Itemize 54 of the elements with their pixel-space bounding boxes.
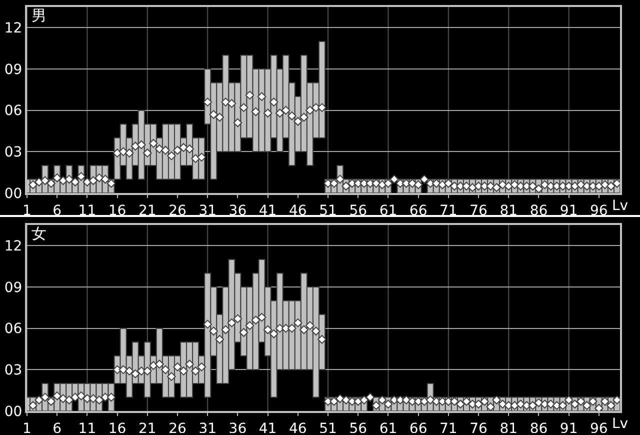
x-tick-label: 6 xyxy=(52,202,62,219)
y-tick-label: 12 xyxy=(4,20,22,37)
x-tick-label: 66 xyxy=(409,202,428,219)
x-tick-label: 66 xyxy=(409,420,428,435)
x-tick-label: 81 xyxy=(500,420,518,435)
x-tick-label: 21 xyxy=(138,202,156,219)
y-tick-label: 06 xyxy=(4,103,22,120)
y-tick-label: 00 xyxy=(4,186,22,202)
y-tick-label: 00 xyxy=(4,404,22,420)
x-tick-label: 71 xyxy=(440,420,458,435)
x-tick-label: 36 xyxy=(228,420,247,435)
x-tick-label: 96 xyxy=(590,202,608,219)
x-tick-label: 31 xyxy=(198,202,217,219)
x-tick-label: 41 xyxy=(258,202,277,219)
x-tick-label: 61 xyxy=(379,202,398,219)
x-tick-label: 11 xyxy=(78,420,96,435)
x-tick-label: 1 xyxy=(22,420,32,435)
x-tick-label: 86 xyxy=(530,202,548,219)
x-tick-label: 81 xyxy=(500,202,518,219)
x-tick-label: 6 xyxy=(52,420,62,435)
x-tick-label: 41 xyxy=(258,420,277,435)
x-tick-label: 26 xyxy=(168,202,187,219)
x-tick-label: 31 xyxy=(198,420,217,435)
x-tick-label: 26 xyxy=(168,420,187,435)
x-tick-label: 11 xyxy=(78,202,96,219)
y-tick-label: 06 xyxy=(4,321,22,338)
x-tick-label: 51 xyxy=(319,420,337,435)
x-tick-label: 21 xyxy=(138,420,156,435)
x-tick-label: 46 xyxy=(288,202,307,219)
y-tick-label: 03 xyxy=(4,362,22,379)
y-tick-label: 09 xyxy=(4,62,22,78)
x-tick-label: 56 xyxy=(349,202,368,219)
x-tick-label: 71 xyxy=(440,202,458,219)
x-tick-label: 61 xyxy=(379,420,398,435)
chart-title: 女 xyxy=(32,224,47,242)
x-tick-label: 16 xyxy=(108,202,126,219)
chart-title: 男 xyxy=(32,6,47,24)
x-tick-label: 91 xyxy=(560,420,578,435)
x-tick-label: 46 xyxy=(288,420,307,435)
x-axis-title: Lv xyxy=(612,416,628,432)
x-tick-label: 16 xyxy=(108,420,126,435)
x-tick-label: 96 xyxy=(590,420,608,435)
x-axis-title: Lv xyxy=(612,198,628,214)
x-tick-label: 36 xyxy=(228,202,247,219)
x-tick-label: 56 xyxy=(349,420,368,435)
x-tick-label: 91 xyxy=(560,202,578,219)
x-tick-label: 51 xyxy=(319,202,337,219)
y-tick-label: 03 xyxy=(4,144,22,161)
x-tick-label: 76 xyxy=(470,420,488,435)
y-tick-label: 09 xyxy=(4,280,22,296)
x-tick-label: 76 xyxy=(470,202,488,219)
x-tick-label: 86 xyxy=(530,420,548,435)
x-tick-label: 1 xyxy=(22,202,32,219)
y-tick-label: 12 xyxy=(4,238,22,255)
